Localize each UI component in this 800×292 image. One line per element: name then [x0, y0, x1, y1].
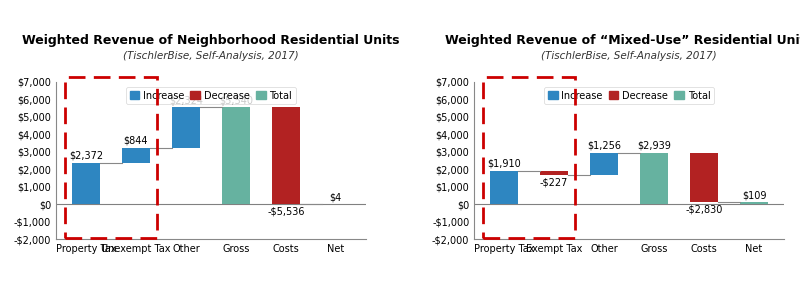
Bar	[690, 153, 718, 202]
Text: $2,939: $2,939	[637, 141, 671, 151]
Bar	[122, 148, 150, 163]
Bar	[72, 163, 100, 204]
Bar	[640, 153, 668, 204]
Bar	[65, 77, 157, 238]
Bar	[541, 171, 568, 175]
Bar	[222, 107, 250, 204]
Text: $2,324: $2,324	[169, 95, 203, 105]
Text: $109: $109	[742, 190, 766, 200]
Bar	[172, 107, 200, 148]
Text: Weighted Revenue of “Mixed-Use” Residential Units: Weighted Revenue of “Mixed-Use” Resident…	[445, 34, 800, 47]
Text: $844: $844	[124, 136, 148, 146]
Text: Weighted Revenue of Neighborhood Residential Units: Weighted Revenue of Neighborhood Residen…	[22, 34, 400, 47]
Bar	[740, 202, 768, 204]
Text: (TischlerBise, Self-Analysis, 2017): (TischlerBise, Self-Analysis, 2017)	[542, 51, 717, 61]
Legend: Increase, Decrease, Total: Increase, Decrease, Total	[544, 87, 714, 105]
Text: -$5,536: -$5,536	[267, 206, 305, 216]
Text: $2,372: $2,372	[69, 151, 103, 161]
Bar	[590, 153, 618, 175]
Bar	[272, 107, 299, 204]
Text: (TischlerBise, Self-Analysis, 2017): (TischlerBise, Self-Analysis, 2017)	[123, 51, 298, 61]
Text: -$2,830: -$2,830	[686, 205, 722, 215]
Bar	[490, 171, 518, 204]
Text: $4: $4	[330, 192, 342, 202]
Text: -$227: -$227	[540, 177, 568, 187]
Text: $1,256: $1,256	[587, 141, 621, 151]
Text: $5,540: $5,540	[219, 95, 253, 105]
Text: $1,910: $1,910	[487, 159, 521, 169]
Legend: Increase, Decrease, Total: Increase, Decrease, Total	[126, 87, 296, 105]
Bar	[483, 77, 575, 238]
